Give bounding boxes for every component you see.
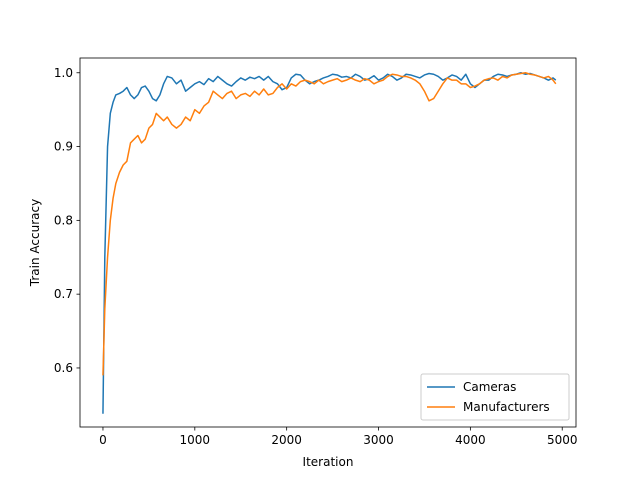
x-tick-label: 1000 <box>180 433 211 447</box>
series-group <box>102 72 557 414</box>
legend-box <box>420 373 570 421</box>
y-tick-label: 0.6 <box>54 361 73 375</box>
y-tick-label: 0.8 <box>54 213 73 227</box>
legend: Cameras Manufacturers <box>420 373 570 421</box>
x-tick-label: 3000 <box>363 433 394 447</box>
y-tick-label: 0.7 <box>54 287 73 301</box>
y-tick-label: 1.0 <box>54 66 73 80</box>
plot-frame <box>79 57 577 428</box>
y-tick-label: 0.9 <box>54 140 73 154</box>
y-axis-label: Train Accuracy <box>28 199 42 287</box>
series-line-manufacturers <box>102 72 557 376</box>
x-tick-label: 5000 <box>547 433 578 447</box>
x-tick-label: 2000 <box>271 433 302 447</box>
plot-area-background <box>80 58 576 427</box>
x-axis: 0 1000 2000 3000 4000 5000 <box>99 427 577 447</box>
x-tick-label: 0 <box>99 433 107 447</box>
legend-label-cameras: Cameras <box>463 380 516 394</box>
x-axis-label: Iteration <box>303 455 354 469</box>
x-tick-label: 4000 <box>455 433 486 447</box>
y-axis: 0.6 0.7 0.8 0.9 1.0 <box>54 66 80 375</box>
legend-label-manufacturers: Manufacturers <box>463 400 550 414</box>
